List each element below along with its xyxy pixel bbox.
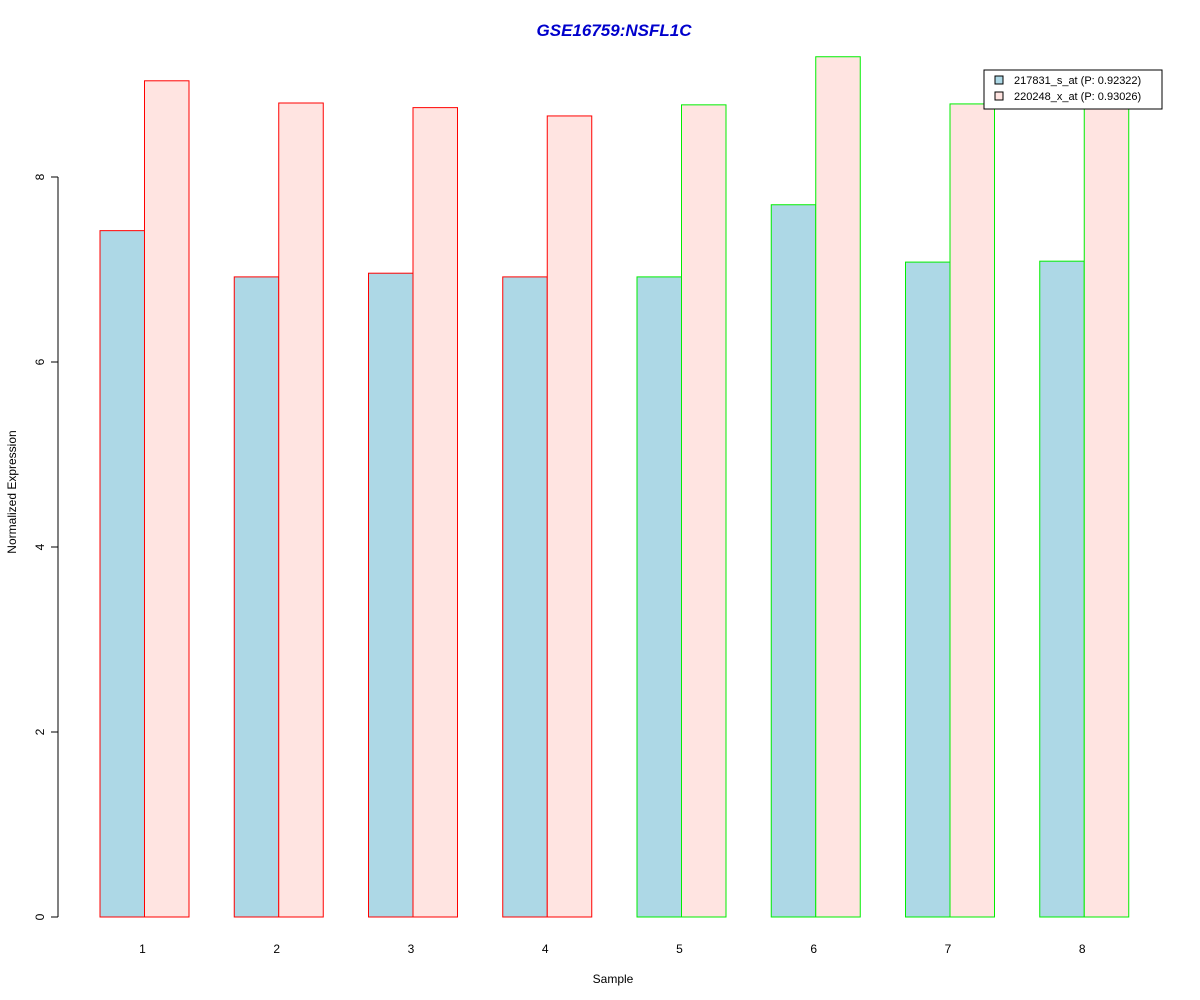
bar-series-1-sample-4	[502, 276, 548, 918]
chart-title: GSE16759:NSFL1C	[537, 21, 693, 40]
x-axis-labels: 1 2 3 4 5 6 7 8	[139, 942, 1086, 956]
legend-swatch-series-2	[994, 91, 1004, 101]
legend-swatch-series-1	[994, 75, 1004, 85]
x-tick-label-2: 2	[273, 942, 280, 956]
bar-series-2-sample-2	[278, 102, 324, 918]
legend-label-series-2: 220248_x_at (P: 0.93026)	[1014, 91, 1141, 103]
y-tick-label-6: 6	[33, 358, 47, 365]
x-tick-label-8: 8	[1079, 942, 1086, 956]
bar-series-2-sample-6	[815, 56, 861, 918]
bar-series-1-sample-6	[770, 204, 817, 918]
x-axis-label: Sample	[593, 972, 634, 986]
x-tick-label-6: 6	[810, 942, 817, 956]
bar-series-1-sample-8	[1039, 260, 1085, 918]
bar-series-1-sample-5	[636, 276, 682, 918]
y-tick-label-8: 8	[33, 173, 47, 180]
y-axis: 0 2 4 6 8	[33, 173, 59, 920]
y-tick-label-0: 0	[33, 913, 47, 920]
bar-series-2-sample-7	[949, 103, 995, 918]
bar-series-1-sample-2	[233, 276, 280, 918]
x-tick-label-3: 3	[408, 942, 415, 956]
x-tick-label-5: 5	[676, 942, 683, 956]
bars-layer	[99, 56, 1130, 918]
y-tick-label-4: 4	[33, 543, 47, 550]
y-axis-label: Normalized Expression	[5, 430, 19, 553]
bar-series-2-sample-3	[412, 107, 458, 918]
legend-label-series-1: 217831_s_at (P: 0.92322)	[1014, 75, 1141, 87]
y-tick-label-2: 2	[33, 728, 47, 735]
legend-box	[983, 69, 1163, 110]
x-tick-label-4: 4	[542, 942, 549, 956]
bar-series-2-sample-8	[1083, 103, 1130, 918]
bar-series-2-sample-1	[144, 80, 190, 918]
x-tick-label-1: 1	[139, 942, 146, 956]
x-tick-label-7: 7	[945, 942, 952, 956]
bar-series-2-sample-4	[546, 115, 593, 918]
bar-series-1-sample-7	[905, 261, 951, 918]
bar-series-1-sample-1	[99, 230, 145, 918]
bar-series-1-sample-3	[368, 272, 414, 918]
bar-series-2-sample-5	[681, 104, 727, 918]
legend: 217831_s_at (P: 0.92322) 220248_x_at (P:…	[983, 69, 1163, 110]
